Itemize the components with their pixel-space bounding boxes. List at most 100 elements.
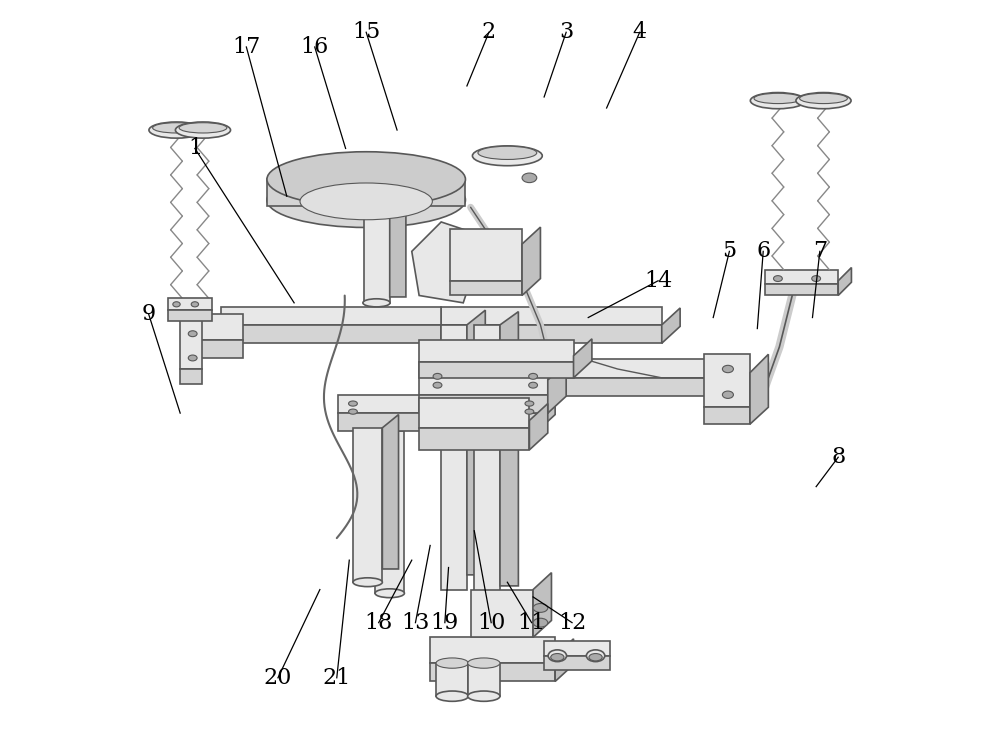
Ellipse shape <box>525 401 534 406</box>
Polygon shape <box>441 325 662 343</box>
Polygon shape <box>364 207 390 303</box>
Polygon shape <box>522 227 540 295</box>
Polygon shape <box>500 311 518 586</box>
Text: 7: 7 <box>813 241 827 263</box>
Polygon shape <box>267 179 465 206</box>
Ellipse shape <box>267 173 465 227</box>
Ellipse shape <box>191 302 199 307</box>
Polygon shape <box>221 325 441 343</box>
Ellipse shape <box>551 654 564 661</box>
Polygon shape <box>765 270 838 284</box>
Ellipse shape <box>349 409 357 414</box>
Polygon shape <box>544 656 610 670</box>
Ellipse shape <box>173 302 180 307</box>
Ellipse shape <box>175 122 231 138</box>
Ellipse shape <box>349 401 357 406</box>
Polygon shape <box>199 314 243 339</box>
Ellipse shape <box>529 382 537 388</box>
Ellipse shape <box>548 650 567 662</box>
Ellipse shape <box>188 331 197 337</box>
Ellipse shape <box>149 122 204 138</box>
Polygon shape <box>474 325 500 601</box>
Ellipse shape <box>589 654 602 661</box>
Ellipse shape <box>363 299 390 307</box>
Text: 4: 4 <box>633 21 647 44</box>
Polygon shape <box>419 339 574 362</box>
Polygon shape <box>436 663 468 696</box>
Text: 13: 13 <box>401 612 430 634</box>
Polygon shape <box>419 428 529 450</box>
Ellipse shape <box>188 355 197 361</box>
Polygon shape <box>838 268 851 295</box>
Polygon shape <box>750 354 768 424</box>
Ellipse shape <box>353 578 382 587</box>
Polygon shape <box>412 222 485 303</box>
Polygon shape <box>544 359 706 378</box>
Ellipse shape <box>529 373 537 379</box>
Polygon shape <box>168 298 212 310</box>
Ellipse shape <box>375 589 404 598</box>
Polygon shape <box>467 310 485 575</box>
Polygon shape <box>704 354 750 407</box>
Polygon shape <box>353 428 382 582</box>
Polygon shape <box>375 432 404 593</box>
Ellipse shape <box>436 658 468 668</box>
Polygon shape <box>574 339 592 378</box>
Text: 6: 6 <box>756 241 770 263</box>
Text: 12: 12 <box>558 612 586 634</box>
Text: 21: 21 <box>323 667 351 689</box>
Text: 20: 20 <box>264 667 292 689</box>
Ellipse shape <box>586 650 605 662</box>
Text: 16: 16 <box>301 36 329 58</box>
Text: 15: 15 <box>352 21 380 44</box>
Polygon shape <box>533 573 551 638</box>
Ellipse shape <box>436 691 468 701</box>
Text: 11: 11 <box>517 612 546 634</box>
Polygon shape <box>706 361 724 396</box>
Text: 9: 9 <box>142 303 156 325</box>
Polygon shape <box>180 306 202 369</box>
Ellipse shape <box>525 409 534 414</box>
Ellipse shape <box>812 275 821 281</box>
Polygon shape <box>555 639 574 681</box>
Polygon shape <box>221 306 441 325</box>
Polygon shape <box>419 362 548 395</box>
Polygon shape <box>441 306 662 325</box>
Ellipse shape <box>267 152 465 207</box>
Ellipse shape <box>800 93 847 103</box>
Ellipse shape <box>774 275 782 281</box>
Polygon shape <box>338 395 537 413</box>
Polygon shape <box>180 369 202 384</box>
Polygon shape <box>382 415 399 569</box>
Polygon shape <box>419 399 529 428</box>
Ellipse shape <box>796 92 851 108</box>
Text: 10: 10 <box>477 612 505 634</box>
Polygon shape <box>704 407 750 424</box>
Polygon shape <box>662 308 680 343</box>
Text: 17: 17 <box>232 36 260 58</box>
Polygon shape <box>419 395 548 413</box>
Ellipse shape <box>153 123 200 133</box>
Ellipse shape <box>179 123 227 133</box>
Text: 8: 8 <box>831 446 845 468</box>
Polygon shape <box>390 201 406 297</box>
Text: 19: 19 <box>431 612 459 634</box>
Polygon shape <box>430 638 555 663</box>
Polygon shape <box>544 641 610 656</box>
Polygon shape <box>338 413 537 432</box>
Ellipse shape <box>468 691 500 701</box>
Ellipse shape <box>468 658 500 668</box>
Polygon shape <box>419 362 574 378</box>
Polygon shape <box>441 325 467 590</box>
Text: 1: 1 <box>188 137 202 159</box>
Polygon shape <box>548 363 566 413</box>
Polygon shape <box>199 339 243 358</box>
Polygon shape <box>450 280 522 295</box>
Polygon shape <box>468 663 500 696</box>
Ellipse shape <box>433 382 442 388</box>
Polygon shape <box>765 284 838 295</box>
Ellipse shape <box>300 183 432 220</box>
Ellipse shape <box>522 173 537 182</box>
Polygon shape <box>471 590 533 638</box>
Text: 14: 14 <box>644 270 672 292</box>
